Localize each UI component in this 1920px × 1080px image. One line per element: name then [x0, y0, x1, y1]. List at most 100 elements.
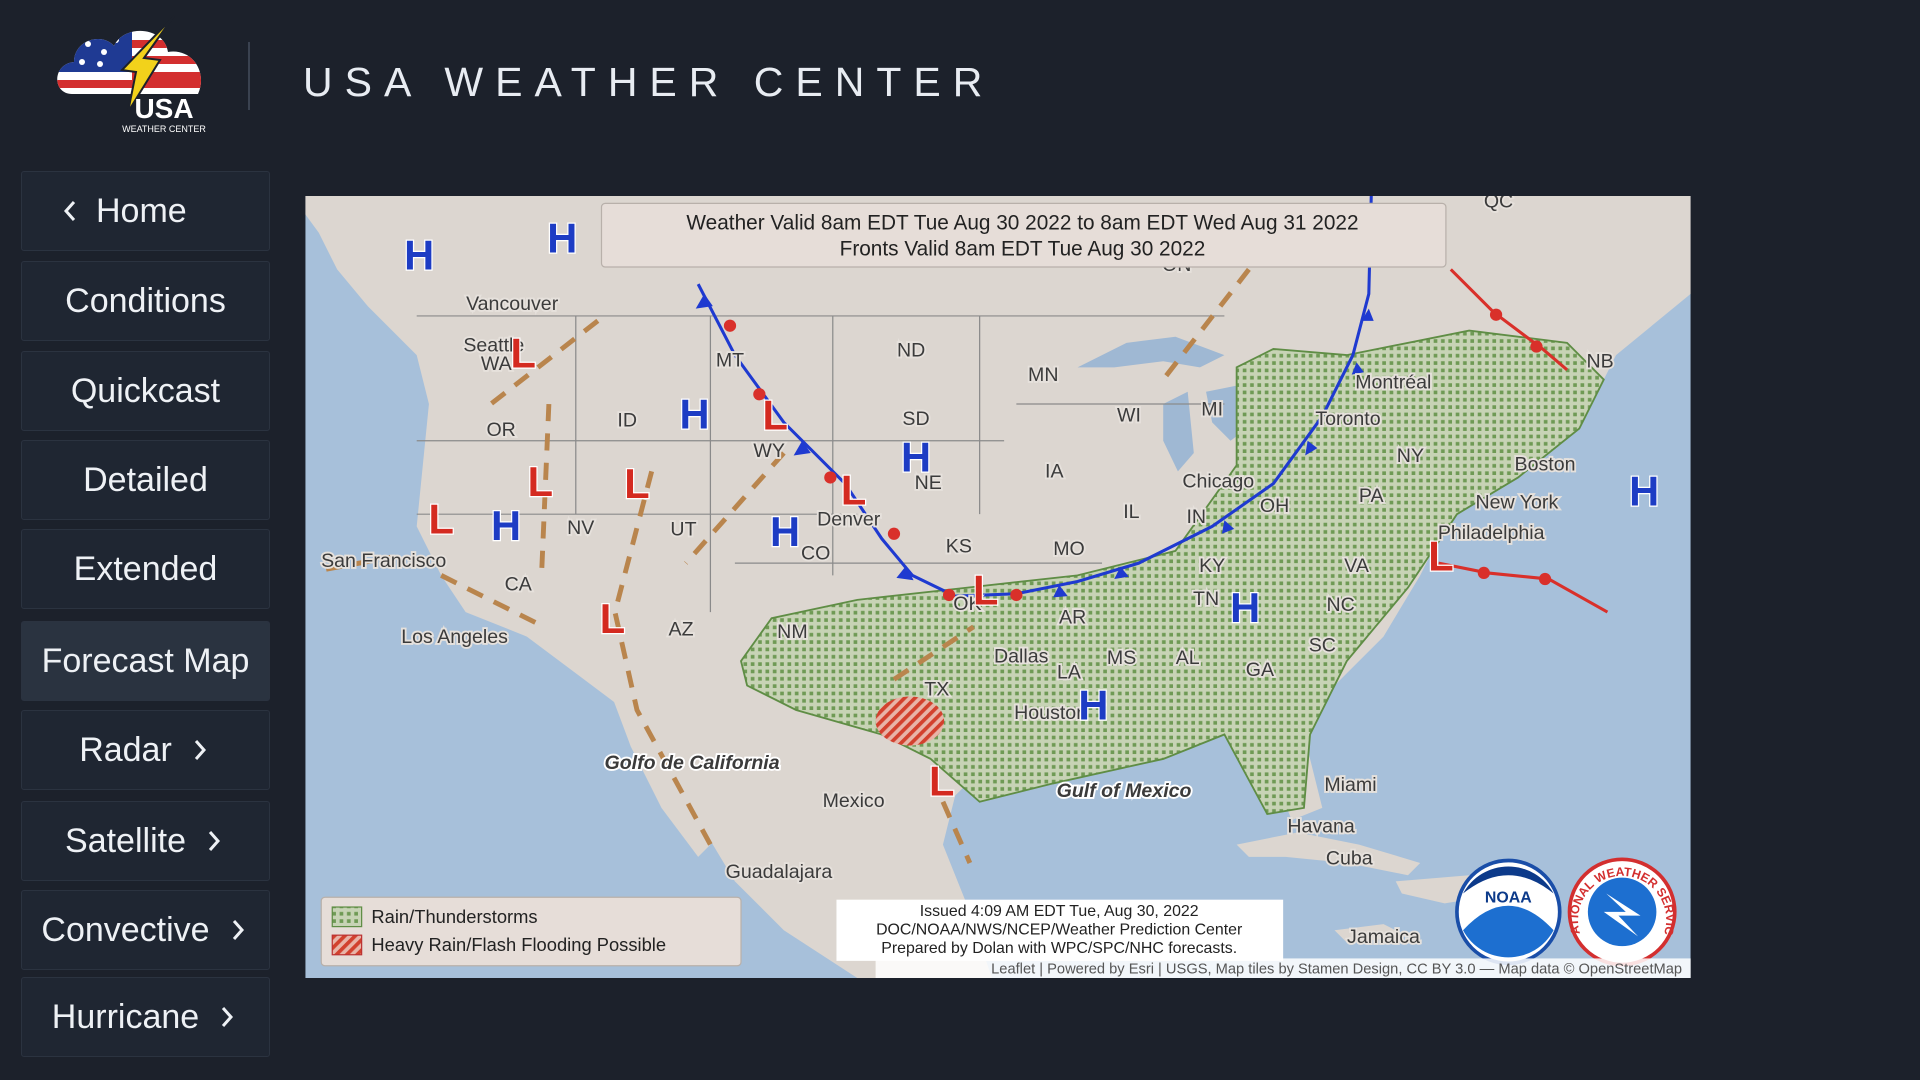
header-divider — [248, 42, 250, 110]
pressure-center: L — [528, 458, 553, 505]
pressure-center: H — [404, 231, 434, 278]
place-label: MI — [1201, 398, 1223, 420]
legend-label: Heavy Rain/Flash Flooding Possible — [371, 934, 666, 955]
page-title: USA WEATHER CENTER — [303, 59, 995, 105]
nav-button[interactable]: Home — [21, 171, 270, 251]
pressure-center: H — [1629, 468, 1659, 515]
logo-bolt — [119, 15, 175, 113]
legend-label: Rain/Thunderstorms — [371, 906, 537, 927]
pressure-center: H — [770, 508, 800, 555]
place-label: San Francisco — [321, 550, 446, 572]
warm-front — [1449, 268, 1569, 371]
place-label: Chicago — [1182, 471, 1254, 493]
place-label: UT — [670, 518, 696, 540]
place-label: Montréal — [1355, 371, 1431, 393]
place-label: IN — [1186, 506, 1206, 528]
place-label: Philadelphia — [1438, 522, 1545, 544]
pressure-center: L — [1428, 532, 1453, 579]
place-label: MT — [716, 349, 744, 371]
nav-label: Home — [96, 191, 187, 230]
logo-subtext: WEATHER CENTER — [122, 124, 206, 134]
nav-button[interactable]: Detailed — [21, 440, 270, 520]
place-label: MS — [1107, 647, 1136, 669]
place-label: ID — [617, 409, 637, 431]
place-label: NB — [1587, 351, 1614, 373]
pressure-center: L — [600, 595, 625, 642]
nav-button[interactable]: Radar — [21, 710, 270, 790]
place-label: CO — [801, 543, 830, 565]
place-label: ND — [897, 340, 925, 362]
place-label: Jamaica — [1347, 926, 1420, 948]
place-label: Miami — [1324, 774, 1376, 796]
logo[interactable]: USA WEATHER CENTER — [52, 12, 212, 137]
troughs — [325, 267, 1251, 864]
nav-button[interactable]: Convective — [21, 890, 270, 970]
pressure-center: H — [679, 390, 709, 437]
place-label: TN — [1193, 588, 1219, 610]
place-label: QC — [1484, 196, 1513, 212]
nav-label: Hurricane — [51, 997, 200, 1036]
place-label: AL — [1176, 647, 1200, 669]
place-label: PA — [1359, 485, 1385, 507]
cold-front-teeth — [695, 293, 1374, 598]
warm-front-bulbs — [723, 319, 1023, 602]
place-label: GA — [1246, 659, 1275, 681]
place-label: WY — [753, 440, 785, 462]
pressure-center: L — [841, 466, 866, 513]
place-label: Los Angeles — [401, 626, 508, 648]
pressure-center: L — [763, 392, 788, 439]
place-label: WA — [481, 353, 513, 375]
place-label: Havana — [1287, 816, 1355, 838]
place-label: New York — [1476, 491, 1559, 513]
noaa-text: NOAA — [1485, 890, 1532, 907]
chevron-right — [222, 1007, 234, 1027]
place-label: Toronto — [1315, 408, 1380, 430]
rain-area — [740, 329, 1605, 816]
place-label: NE — [915, 472, 942, 494]
warm-front — [1438, 561, 1609, 614]
pressure-center: L — [973, 567, 998, 614]
nav-button[interactable]: Conditions — [21, 261, 270, 341]
nav-button[interactable]: Forecast Map — [21, 621, 270, 701]
nav-button[interactable]: Hurricane — [21, 977, 270, 1057]
nav-button[interactable]: Satellite — [21, 801, 270, 881]
issued-line: DOC/NOAA/NWS/NCEP/Weather Prediction Cen… — [876, 921, 1243, 938]
place-label: Guadalajara — [726, 861, 833, 883]
chevron-left — [63, 201, 76, 221]
legend-swatch — [331, 906, 363, 928]
nav-label: Quickcast — [70, 371, 221, 410]
chevron-right — [208, 831, 220, 851]
place-label: IA — [1045, 461, 1064, 483]
place-label: Vancouver — [466, 293, 559, 315]
nav-button[interactable]: Quickcast — [21, 351, 270, 431]
place-label: MN — [1028, 364, 1058, 386]
place-label: NC — [1327, 594, 1355, 616]
nav-button[interactable]: Extended — [21, 529, 270, 609]
logo-text: USA — [134, 93, 193, 124]
place-label: IL — [1123, 501, 1139, 523]
place-label: CA — [505, 573, 533, 595]
place-label: NY — [1397, 445, 1424, 467]
pressure-center: L — [624, 460, 649, 507]
place-label: Denver — [817, 508, 881, 530]
place-label: Seattle — [463, 335, 524, 357]
place-label: LA — [1057, 661, 1082, 683]
pressure-center: L — [929, 758, 954, 805]
valid-line: Weather Valid 8am EDT Tue Aug 30 2022 to… — [686, 212, 1358, 235]
place-label: VA — [1344, 555, 1370, 577]
issued-line: Prepared by Dolan with WPC/SPC/NHC forec… — [881, 940, 1237, 957]
issued-line: Issued 4:09 AM EDT Tue, Aug 30, 2022 — [920, 903, 1199, 920]
pressure-center: L — [510, 329, 535, 376]
place-label: Boston — [1515, 453, 1576, 475]
place-label: Dallas — [994, 646, 1049, 668]
place-label: SD — [902, 408, 929, 430]
place-label: KY — [1199, 555, 1225, 577]
place-label: WI — [1117, 404, 1141, 426]
pressure-center: H — [491, 502, 521, 549]
place-label: Mexico — [823, 790, 885, 812]
nav-label: Conditions — [65, 281, 226, 320]
